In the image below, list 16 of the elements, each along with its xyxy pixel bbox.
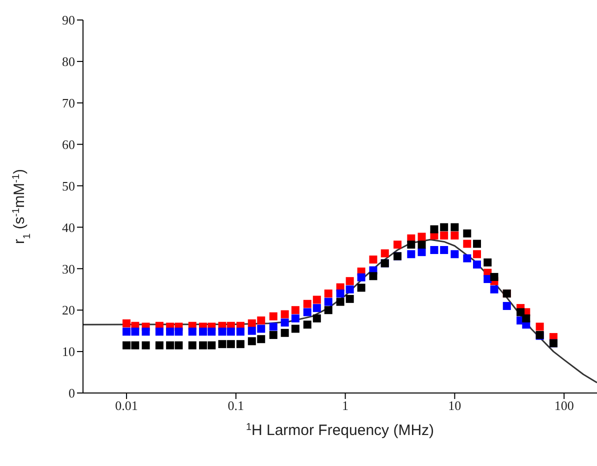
y-tick-label: 20 <box>62 302 75 318</box>
y-tick-label: 0 <box>68 386 75 401</box>
y-tick-label: 30 <box>62 261 75 276</box>
y-tick-label: 80 <box>62 54 75 70</box>
x-axis-title: $^{1}$H Larmor Frequency (MHz) <box>246 422 434 439</box>
y-tick-label: 60 <box>62 136 75 152</box>
x-tick-label: 0.01 <box>115 398 138 414</box>
y-tick-label: 90 <box>62 12 75 28</box>
y-tick-label: 70 <box>62 96 75 111</box>
y-tick-label: 10 <box>62 344 75 360</box>
y-tick-label: 40 <box>62 220 75 235</box>
x-tick-label: 1 <box>342 398 349 414</box>
x-tick-label: 10 <box>448 398 462 414</box>
y-tick-label: 50 <box>62 178 75 194</box>
x-tick-label: 0.1 <box>228 398 244 414</box>
x-tick-label: 100 <box>554 398 574 414</box>
